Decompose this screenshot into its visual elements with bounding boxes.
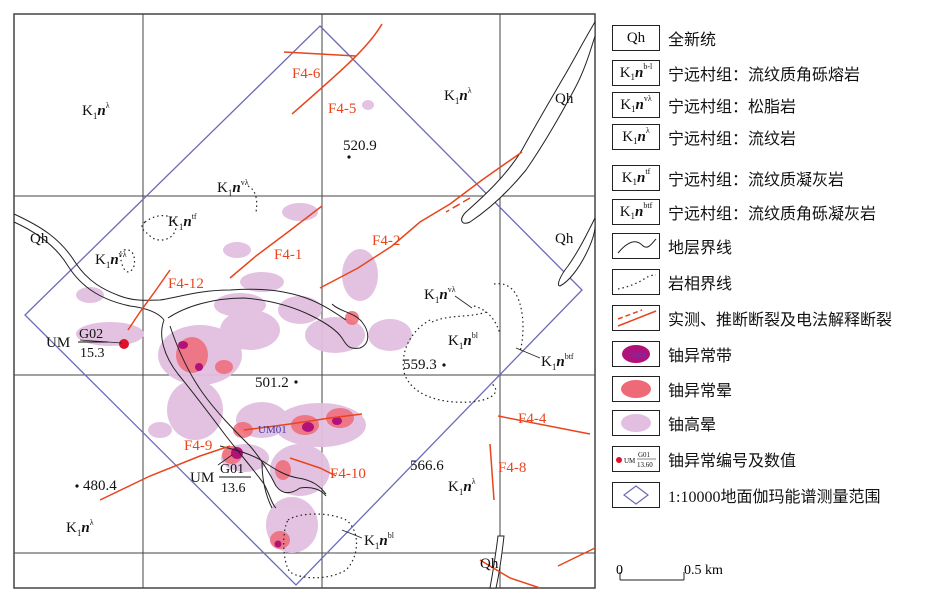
legend-label: 宁远村组：流纹质角砾凝灰岩	[668, 206, 877, 223]
legend-label: 全新统	[668, 32, 717, 49]
qh-label: Qh	[555, 231, 574, 247]
qh-label: Qh	[30, 231, 49, 247]
fault-label: F4-12	[168, 276, 204, 292]
unit-label: K1ntf	[168, 212, 197, 232]
unit-label: K1nvλ	[217, 178, 249, 198]
svg-text:UM: UM	[190, 470, 214, 486]
facies-boundaries	[119, 185, 524, 579]
elevation-label: 480.4	[83, 478, 117, 494]
svg-text:UM: UM	[624, 457, 636, 465]
quaternary-channels	[461, 20, 596, 589]
legend-symbol-unit: K 1 n btf	[612, 199, 660, 225]
svg-text:G02: G02	[79, 327, 103, 342]
unit-label: K1nbtf	[541, 352, 574, 372]
legend-item: K 1 n btf 宁远村组：流纹质角砾凝灰岩	[612, 198, 876, 226]
elevation-label: 520.9	[343, 138, 377, 154]
legend-symbol-uranium-halo	[612, 376, 660, 402]
legend-item: Qh 全新统	[612, 24, 716, 52]
svg-text:UM01: UM01	[630, 353, 647, 359]
anomaly-label-g02: UM G02 15.3	[46, 327, 108, 361]
fault-label: F4-1	[274, 247, 302, 263]
scale-distance-label: 0.5 km	[684, 563, 723, 578]
qh-label: Qh	[555, 91, 574, 107]
unit-label: K1nλ	[82, 101, 110, 121]
legend-symbol-facies-line	[612, 269, 660, 295]
legend-item: 铀高晕	[612, 409, 716, 437]
legend-label: 宁远村组：流纹岩	[668, 131, 797, 148]
fault-label: F4-6	[292, 66, 321, 82]
legend-symbol-fault	[612, 305, 660, 331]
legend-label: 岩相界线	[668, 276, 733, 293]
legend-symbol-unit: K 1 n b-l	[612, 60, 660, 86]
fault-label: F4-5	[328, 101, 356, 117]
legend-item: UM G01 13.60 铀异常编号及数值	[612, 445, 796, 473]
unit-label: K1nλ	[66, 518, 94, 538]
legend-symbol-survey-range	[612, 482, 660, 508]
legend-item: 实测、推断断裂及电法解释断裂	[612, 304, 892, 332]
legend-symbol-uranium-band: UM01	[612, 341, 660, 367]
legend-label: 宁远村组：流纹质角砾熔岩	[668, 67, 861, 84]
scale-zero-label: 0	[616, 563, 623, 578]
stratum-boundaries	[13, 213, 369, 509]
uranium-band-zones	[119, 339, 342, 548]
legend-item: UM01 铀异常带	[612, 340, 732, 368]
unit-label: K1nvλ	[424, 285, 456, 305]
qh-label: Qh	[480, 556, 499, 572]
legend-label: 铀高晕	[668, 417, 717, 434]
svg-text:UM: UM	[46, 335, 70, 351]
unit-label: K1nλ	[444, 86, 472, 106]
anomaly-label-g01: UM G01 13.6	[190, 462, 251, 496]
fault-label: F4-2	[372, 233, 400, 249]
legend-item: 铀异常晕	[612, 375, 732, 403]
unit-label: K1nbl	[448, 331, 479, 351]
elevation-points	[75, 155, 446, 488]
fault-label: F4-10	[330, 466, 366, 482]
fault-label: F4-9	[184, 438, 212, 454]
legend-label: 铀异常带	[668, 348, 733, 365]
legend-label: 地层界线	[668, 240, 733, 257]
legend-symbol-stratum-line	[612, 233, 660, 259]
legend-item: K 1 n vλ 宁远村组：松脂岩	[612, 91, 796, 119]
inferred-faults	[445, 197, 471, 213]
unit-label: K1nvλ	[95, 250, 127, 270]
scale-bar: 0 0.5 km	[612, 560, 732, 596]
legend-symbol-anomaly-number: UM G01 13.60	[612, 446, 660, 472]
elevation-label: 566.6	[410, 458, 444, 474]
legend-symbol-uranium-high-halo	[612, 410, 660, 436]
legend-symbol-unit: K 1 n vλ	[612, 92, 660, 118]
unit-label: K1nbl	[364, 531, 395, 551]
legend-label: 1:10000地面伽玛能谱测量范围	[668, 489, 881, 506]
faults	[99, 23, 596, 589]
fault-label: F4-4	[518, 411, 547, 427]
elevation-label: 501.2	[255, 375, 289, 391]
legend-item: 地层界线	[612, 232, 732, 260]
legend-symbol-qh: Qh	[612, 25, 660, 51]
svg-text:G01: G01	[638, 451, 651, 459]
legend-item: 岩相界线	[612, 268, 732, 296]
legend-item: K 1 n tf 宁远村组：流纹质凝灰岩	[612, 164, 844, 192]
legend-symbol-unit: K 1 n tf	[612, 165, 660, 191]
legend-label: 宁远村组：松脂岩	[668, 99, 797, 116]
legend-label: 铀异常晕	[668, 383, 733, 400]
legend-item: 1:10000地面伽玛能谱测量范围	[612, 481, 880, 509]
elevation-label: 559.3	[403, 357, 437, 373]
svg-text:13.60: 13.60	[637, 461, 653, 469]
svg-text:13.6: 13.6	[221, 481, 246, 496]
anomaly-label-um01: UM01	[258, 424, 287, 436]
legend-label: 宁远村组：流纹质凝灰岩	[668, 172, 845, 189]
unit-label: K1nλ	[448, 477, 476, 497]
legend-label: 实测、推断断裂及电法解释断裂	[668, 312, 893, 329]
fault-label: F4-8	[498, 460, 526, 476]
legend-item: K 1 n b-l 宁远村组：流纹质角砾熔岩	[612, 59, 860, 87]
svg-text:G01: G01	[220, 462, 244, 477]
legend-label: 铀异常编号及数值	[668, 453, 797, 470]
svg-text:15.3: 15.3	[80, 346, 105, 361]
